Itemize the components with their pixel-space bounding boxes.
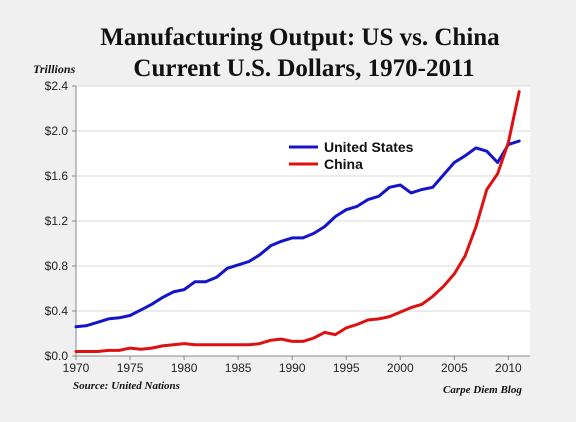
y-tick-label: $0.0	[45, 349, 69, 363]
x-tick-label: 1995	[333, 361, 360, 375]
x-tick-label: 1990	[279, 361, 306, 375]
y-axis-unit-label: Trillions	[33, 62, 76, 76]
y-tick-label: $0.4	[45, 304, 69, 318]
y-tick-label: $1.6	[45, 169, 69, 183]
x-tick-label: 1980	[171, 361, 198, 375]
legend-label: United States	[324, 139, 414, 155]
y-tick-label: $2.4	[45, 79, 69, 93]
y-tick-label: $2.0	[45, 124, 69, 138]
x-tick-label: 1975	[117, 361, 144, 375]
x-tick-label: 1985	[225, 361, 252, 375]
series-lines	[74, 90, 521, 353]
y-tick-label: $0.8	[45, 259, 69, 273]
x-tick-label: 2005	[441, 361, 468, 375]
y-axis-ticks: $0.0 $0.4 $0.8 $1.2 $1.6 $2.0 $2.4	[45, 79, 76, 363]
x-axis-ticks: 1970 1975 1980 1985 1990 1995 2000 2005 2010	[63, 356, 522, 375]
x-tick-label: 2000	[387, 361, 414, 375]
x-tick-label: 1970	[63, 361, 90, 375]
chart-title-line2: Current U.S. Dollars, 1970-2011	[133, 55, 475, 82]
series-line-united-states	[74, 139, 521, 329]
x-tick-label: 2010	[495, 361, 522, 375]
series-line-china	[74, 90, 521, 353]
chart-title-line1: Manufacturing Output: US vs. China	[100, 24, 500, 51]
y-tick-label: $1.2	[45, 214, 69, 228]
credit-note: Carpe Diem Blog	[443, 384, 522, 396]
source-note: Source: United Nations	[73, 380, 180, 392]
legend-label: China	[324, 156, 363, 172]
